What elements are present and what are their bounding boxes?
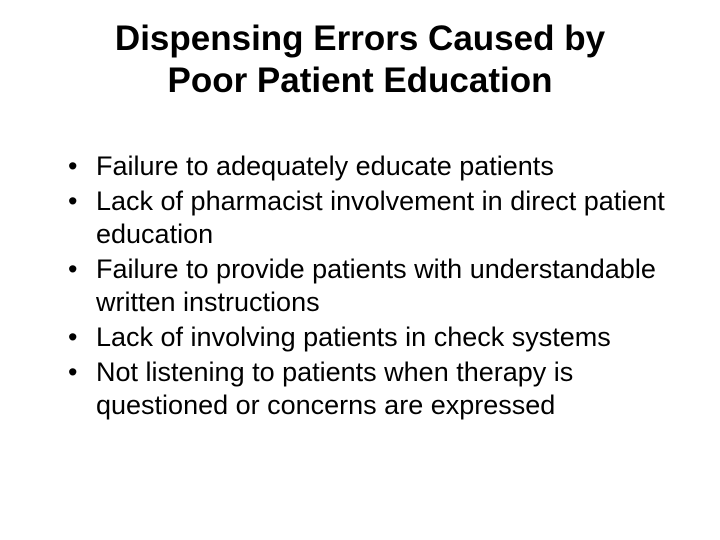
- bullet-text: Not listening to patients when therapy i…: [96, 357, 573, 420]
- list-item: Lack of pharmacist involvement in direct…: [68, 185, 680, 251]
- bullet-text: Failure to adequately educate patients: [96, 151, 554, 181]
- bullet-text: Lack of pharmacist involvement in direct…: [96, 186, 665, 249]
- list-item: Not listening to patients when therapy i…: [68, 356, 680, 422]
- list-item: Failure to provide patients with underst…: [68, 253, 680, 319]
- slide-title: Dispensing Errors Caused by Poor Patient…: [40, 18, 680, 102]
- title-line-1: Dispensing Errors Caused by: [115, 19, 605, 58]
- title-line-2: Poor Patient Education: [167, 61, 552, 100]
- list-item: Failure to adequately educate patients: [68, 150, 680, 183]
- bullet-list: Failure to adequately educate patients L…: [40, 150, 680, 422]
- bullet-text: Lack of involving patients in check syst…: [96, 322, 611, 352]
- list-item: Lack of involving patients in check syst…: [68, 321, 680, 354]
- bullet-text: Failure to provide patients with underst…: [96, 254, 656, 317]
